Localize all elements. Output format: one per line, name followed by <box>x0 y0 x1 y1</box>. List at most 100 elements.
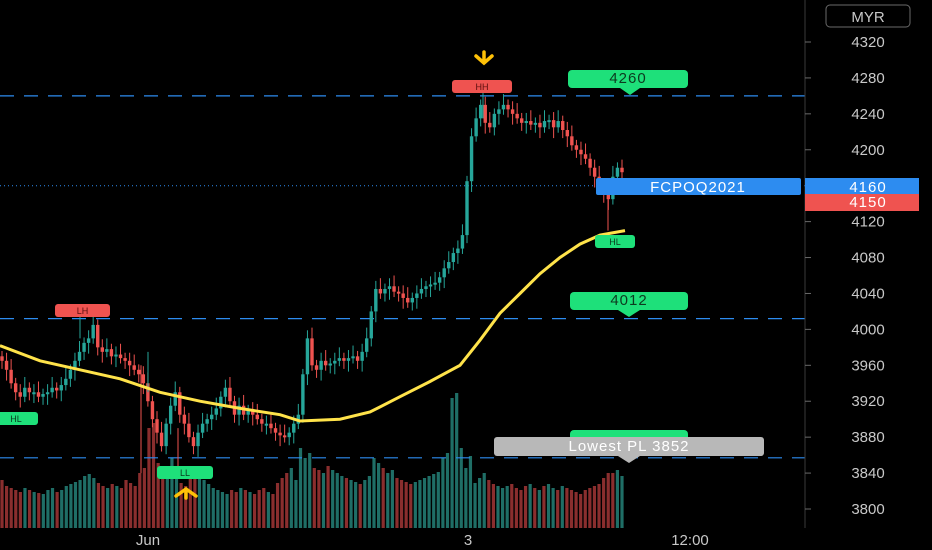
volume-bar <box>23 488 27 528</box>
volume-bar <box>588 488 592 528</box>
candle-body <box>392 286 396 292</box>
volume-bar <box>170 458 174 528</box>
candle-body <box>451 253 456 263</box>
volume-bar <box>243 490 248 528</box>
volume-bar <box>60 490 64 528</box>
candle-body <box>269 423 273 429</box>
candle-body <box>492 113 497 128</box>
volume-bar <box>615 470 620 528</box>
volume-bar <box>326 466 330 528</box>
candle-body <box>310 338 314 366</box>
volume-bar <box>505 486 509 528</box>
candle-body <box>123 358 127 361</box>
volume-bar <box>331 470 335 528</box>
candle-body <box>374 288 378 312</box>
y-tick-label: 4200 <box>851 142 884 159</box>
pivot-hl-right-box <box>595 235 635 248</box>
volume-bar <box>560 486 564 528</box>
candle-body <box>109 349 114 357</box>
candle-body <box>433 282 437 285</box>
volume-bar <box>418 480 422 528</box>
candle-body <box>260 419 264 424</box>
candle-body <box>510 109 515 114</box>
candle-body <box>205 419 209 424</box>
volume-bar <box>46 490 50 528</box>
lowest-pl-pointer <box>618 456 640 463</box>
candle-body <box>105 349 109 352</box>
candle-body <box>137 369 141 375</box>
candle-body <box>465 181 469 236</box>
volume-bar <box>390 470 394 528</box>
volume-bar <box>376 463 381 528</box>
candle-body <box>4 360 9 370</box>
candle-body <box>529 121 533 125</box>
volume-bar <box>124 480 128 528</box>
candle-body <box>237 405 241 415</box>
candle-body <box>228 387 232 402</box>
y-tick-label: 4240 <box>851 106 884 123</box>
candle-body <box>278 432 282 436</box>
volume-bar <box>620 476 624 528</box>
candle-body <box>251 410 255 415</box>
candle-body <box>337 358 342 361</box>
candle-body <box>542 121 547 128</box>
candle-body <box>401 293 405 298</box>
candle-body <box>378 288 383 294</box>
candle-body <box>460 235 465 249</box>
volume-bar <box>27 490 32 528</box>
candle-body <box>305 338 310 375</box>
candle-body <box>561 121 565 131</box>
volume-bar <box>179 483 183 528</box>
volume-bar <box>381 468 385 528</box>
pivot-tags: 4260 4012 Lowest PL 3852 HL LH LL HH HL <box>0 50 764 500</box>
candle-body <box>68 369 73 379</box>
volume-bar <box>317 470 321 528</box>
candle-body <box>210 414 214 420</box>
volume-bar <box>455 393 459 528</box>
volume-bar <box>565 488 569 528</box>
candle-body <box>415 293 419 298</box>
volume-bar <box>551 488 555 528</box>
volume-bar <box>289 468 293 528</box>
volume-bar <box>197 473 202 528</box>
volume-bar <box>298 448 303 528</box>
volume-bar <box>4 486 9 528</box>
candle-body <box>437 277 442 283</box>
candle-body <box>96 324 100 348</box>
time-axis-bg <box>0 528 932 550</box>
x-tick-jun: Jun <box>136 532 160 549</box>
volume-bar <box>482 473 486 528</box>
volume-bar <box>0 480 4 528</box>
candle-body <box>365 338 369 352</box>
volume-bar <box>271 494 275 528</box>
volume-bar <box>202 480 206 528</box>
y-tick-label: 3800 <box>851 501 884 518</box>
time-axis-ticks[interactable]: Jun 3 12:00 <box>136 532 709 549</box>
volume-bar <box>9 488 13 528</box>
volume-bar <box>18 492 22 528</box>
volume-bar <box>491 484 496 528</box>
candle-body <box>478 104 483 119</box>
price-axis-ticks[interactable]: 4320 4280 4240 4200 4160 4120 4080 4040 4000 3960… <box>805 34 885 518</box>
volume-bar <box>87 474 91 528</box>
candle-body <box>200 423 205 433</box>
volume-bar <box>602 478 606 528</box>
candle-body <box>196 432 200 447</box>
volume-bar <box>303 458 307 528</box>
candle-body <box>246 410 250 415</box>
volume-bar <box>106 488 110 528</box>
volume-bar <box>464 468 468 528</box>
candle-body <box>506 104 510 110</box>
volume-bar <box>523 486 528 528</box>
candle-body <box>565 130 569 137</box>
pivot-hh-box <box>452 80 512 93</box>
symbol-tag: FCPOQ2021 <box>596 178 801 196</box>
candle-body <box>191 437 196 447</box>
candle-body <box>64 378 68 386</box>
currency-badge[interactable]: MYR <box>825 4 911 28</box>
level-4012-box <box>570 292 688 310</box>
candle-body <box>579 149 583 155</box>
volume-bar <box>193 470 197 528</box>
y-tick-label: 4280 <box>851 70 884 87</box>
